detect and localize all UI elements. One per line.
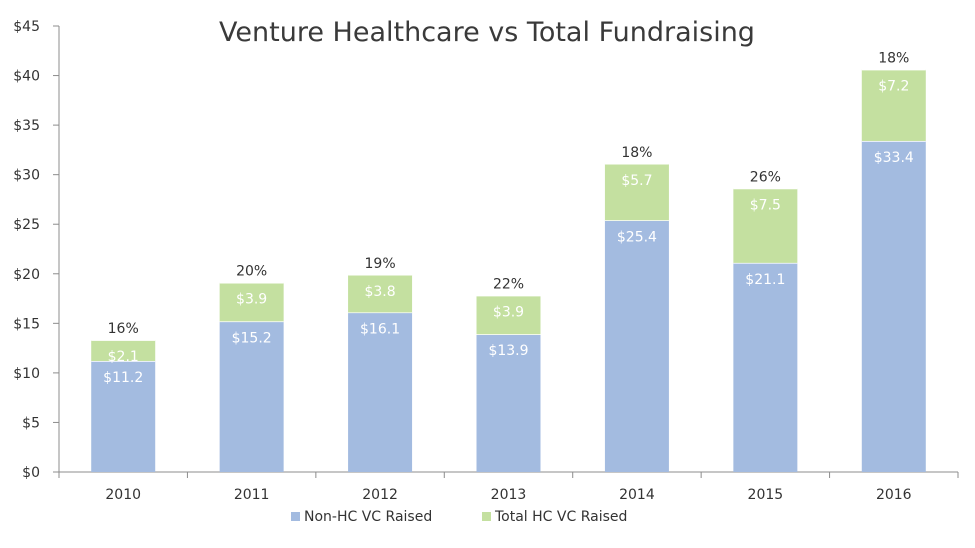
y-tick-label: $45 — [13, 19, 40, 35]
bar-non-hc — [91, 360, 156, 472]
percent-label: 20% — [236, 264, 267, 280]
legend-label: Non-HC VC Raised — [304, 509, 432, 525]
legend: Non-HC VC Raised Total HC VC Raised — [291, 509, 627, 525]
bar-label-hc: $3.9 — [493, 305, 524, 321]
x-tick-label: 2014 — [619, 487, 655, 503]
percent-label: 18% — [621, 145, 652, 161]
chart-title: Venture Healthcare vs Total Fundraising — [219, 17, 755, 48]
bar-label-non-hc: $11.2 — [103, 370, 143, 386]
bar-group: $11.2 $2.1 16% $15.2 $3.9 20% $16.1 $3.8 19% $13.… — [91, 51, 926, 473]
y-tick-label: $20 — [13, 267, 40, 283]
x-axis: 2010 2011 2012 2013 2014 2015 2016 — [58, 471, 959, 503]
y-tick-label: $5 — [22, 415, 40, 431]
y-tick-label: $10 — [13, 366, 40, 382]
x-tick-label: 2016 — [876, 487, 912, 503]
y-tick-label: $15 — [13, 316, 40, 332]
bar-hc — [348, 274, 413, 313]
bar-non-hc — [219, 321, 284, 472]
bar-label-hc: $2.1 — [108, 349, 139, 365]
x-tick-label: 2013 — [491, 487, 527, 503]
bar-label-non-hc: $21.1 — [745, 272, 785, 288]
y-axis: $0 $5 $10 $15 $20 $25 $30 $35 $40 $45 — [13, 19, 60, 481]
bar-non-hc — [604, 220, 669, 472]
bar-label-non-hc: $25.4 — [617, 229, 657, 245]
bar-hc — [861, 69, 926, 141]
x-tick-label: 2010 — [105, 487, 141, 503]
bar-hc — [91, 340, 156, 361]
bar-label-hc: $3.8 — [364, 284, 395, 300]
bar-label-hc: $7.2 — [878, 79, 909, 95]
bar-label-non-hc: $16.1 — [360, 321, 400, 337]
bar-label-hc: $7.5 — [750, 198, 781, 214]
percent-label: 22% — [493, 277, 524, 293]
bar-hc — [476, 295, 541, 335]
bar-hc — [733, 188, 798, 263]
bar-non-hc — [733, 262, 798, 472]
bar-label-hc: $3.9 — [236, 292, 267, 308]
bar-label-hc: $5.7 — [621, 173, 652, 189]
x-tick-label: 2011 — [234, 487, 270, 503]
legend-label: Total HC VC Raised — [494, 509, 627, 525]
percent-label: 19% — [365, 256, 396, 272]
legend-swatch — [291, 512, 300, 521]
x-tick-label: 2015 — [748, 487, 784, 503]
percent-label: 16% — [108, 321, 139, 337]
bar-hc — [219, 282, 284, 322]
x-tick-label: 2012 — [362, 487, 398, 503]
y-tick-label: $30 — [13, 168, 40, 184]
bar-non-hc — [348, 312, 413, 472]
percent-label: 26% — [750, 170, 781, 186]
legend-swatch — [482, 512, 491, 521]
y-tick-label: $25 — [13, 217, 40, 233]
bar-non-hc — [861, 140, 926, 473]
y-tick-label: $40 — [13, 69, 40, 85]
bar-label-non-hc: $33.4 — [874, 150, 914, 166]
bar-non-hc — [476, 334, 541, 472]
bar-label-non-hc: $15.2 — [232, 330, 272, 346]
percent-label: 18% — [878, 51, 909, 67]
y-tick-label: $0 — [22, 465, 40, 481]
bar-hc — [604, 163, 669, 221]
y-tick-label: $35 — [13, 118, 40, 134]
bar-label-non-hc: $13.9 — [488, 343, 528, 359]
